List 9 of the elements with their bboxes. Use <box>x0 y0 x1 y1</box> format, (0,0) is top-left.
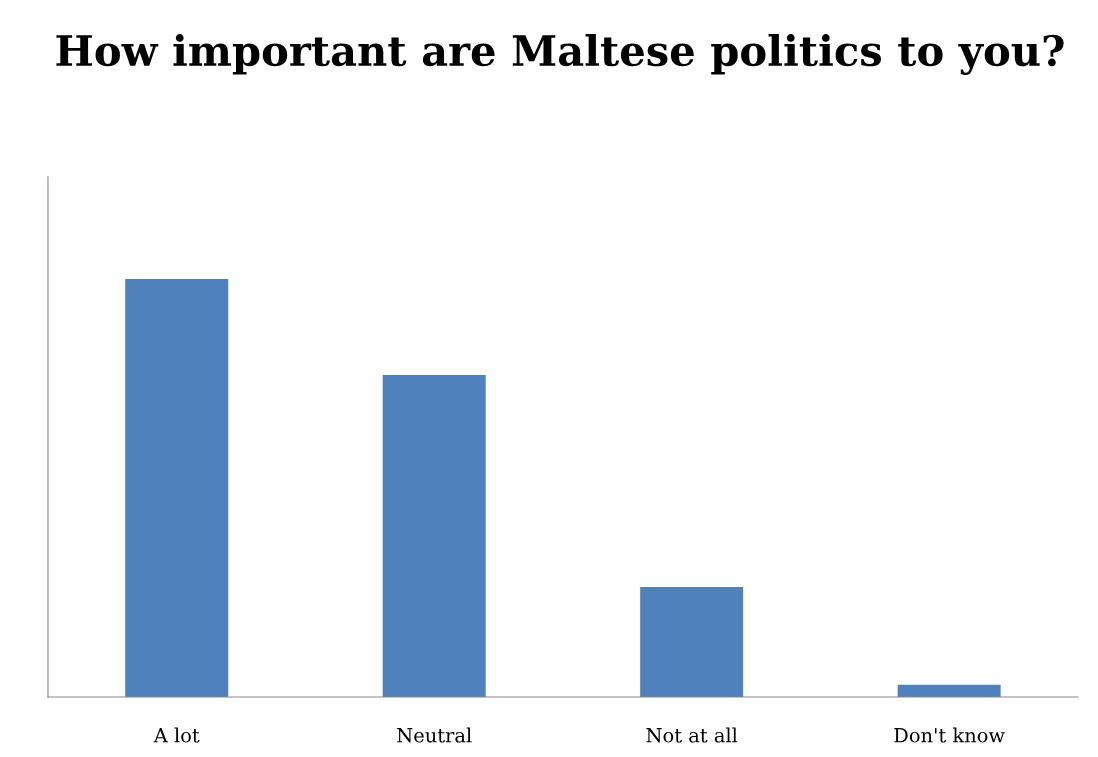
bar <box>640 587 744 697</box>
x-tick-label: Not at all <box>646 727 738 743</box>
x-tick-label: Don't know <box>894 727 1005 743</box>
bar <box>382 375 486 697</box>
bar <box>897 684 1001 697</box>
bar <box>125 278 229 697</box>
x-tick-label: A lot <box>153 727 200 743</box>
x-tick-label: Neutral <box>397 727 472 743</box>
chart-title: How important are Maltese politics to you? <box>56 34 1064 75</box>
